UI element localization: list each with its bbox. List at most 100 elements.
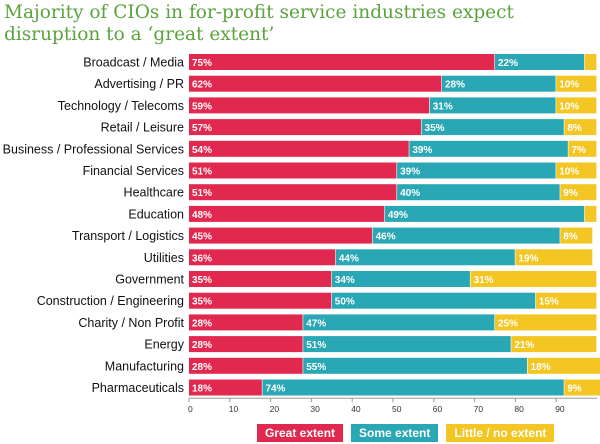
bar-little-no-extent xyxy=(560,184,597,201)
bar-some-extent xyxy=(429,97,556,114)
chart-title: Majority of CIOs in for-profit service i… xyxy=(4,2,514,45)
bar-little-no-extent xyxy=(584,54,597,70)
data-label: 31% xyxy=(474,275,494,286)
category-label: Manufacturing xyxy=(105,359,184,373)
data-label: 18% xyxy=(531,362,551,373)
bar-some-extent xyxy=(397,162,556,179)
x-tick-label: 0 xyxy=(188,404,193,414)
x-tick-label: 20 xyxy=(270,404,280,414)
data-label: 18% xyxy=(192,384,212,395)
category-label: Charity / Non Profit xyxy=(78,316,184,330)
data-label: 51% xyxy=(192,167,212,178)
bar-some-extent xyxy=(397,184,560,201)
bar-great-extent xyxy=(189,54,495,70)
x-tick-label: 60 xyxy=(433,404,443,414)
bar-little-no-extent xyxy=(535,292,597,309)
data-label: 49% xyxy=(388,210,408,221)
category-label: Advertising / PR xyxy=(94,77,184,91)
data-label: 10% xyxy=(559,101,579,112)
bar-some-extent xyxy=(331,271,470,287)
data-label: 54% xyxy=(192,145,212,156)
data-label: 8% xyxy=(567,123,582,134)
data-label: 35% xyxy=(192,275,212,286)
bar-little-no-extent xyxy=(527,357,600,374)
bar-little-no-extent xyxy=(564,119,597,136)
data-label: 10% xyxy=(559,80,579,91)
legend-some-extent: Some extent xyxy=(351,424,439,442)
bar-great-extent xyxy=(189,314,303,331)
data-label: 34% xyxy=(335,275,355,286)
bar-some-extent xyxy=(495,54,585,70)
bar-great-extent xyxy=(189,379,262,396)
data-label: 46% xyxy=(376,232,396,243)
data-label: 9% xyxy=(567,384,582,395)
data-label: 36% xyxy=(192,253,212,264)
bar-some-extent xyxy=(331,292,536,309)
data-label: 35% xyxy=(192,297,212,308)
bar-some-extent xyxy=(441,75,556,92)
x-tick-label: 10 xyxy=(229,404,239,414)
bar-great-extent xyxy=(189,140,409,157)
bar-little-no-extent xyxy=(584,205,597,222)
category-label: Broadcast / Media xyxy=(83,56,184,70)
bar-some-extent xyxy=(372,227,560,244)
data-label: 19% xyxy=(518,253,538,264)
data-label: 59% xyxy=(192,101,212,112)
category-label: Government xyxy=(115,273,184,287)
legend-great-extent: Great extent xyxy=(257,424,344,442)
bar-great-extent xyxy=(189,271,332,287)
data-label: 51% xyxy=(306,340,326,351)
bar-little-no-extent xyxy=(556,162,597,179)
category-label: Business / Professional Services xyxy=(3,142,184,156)
x-tick-label: 30 xyxy=(310,404,320,414)
data-label: 7% xyxy=(571,145,586,156)
x-tick-label: 80 xyxy=(514,404,524,414)
x-tick-label: 90 xyxy=(555,404,565,414)
bar-little-no-extent xyxy=(495,314,597,331)
bar-little-no-extent xyxy=(511,336,597,353)
bar-little-no-extent xyxy=(568,140,597,157)
bar-great-extent xyxy=(189,227,372,244)
data-label: 31% xyxy=(433,101,453,112)
category-label: Technology / Telecoms xyxy=(58,99,184,113)
data-label: 28% xyxy=(192,362,212,373)
data-label: 39% xyxy=(400,167,420,178)
legend: Great extent Some extent Little / no ext… xyxy=(257,424,555,442)
data-label: 8% xyxy=(563,232,578,243)
bar-great-extent xyxy=(189,336,303,353)
legend-little-no-extent: Little / no extent xyxy=(446,424,555,442)
data-label: 10% xyxy=(559,167,579,178)
category-label: Transport / Logistics xyxy=(72,229,184,243)
bar-some-extent xyxy=(335,249,515,266)
bar-great-extent xyxy=(189,162,397,179)
bar-great-extent xyxy=(189,119,421,136)
data-label: 39% xyxy=(412,145,432,156)
data-label: 55% xyxy=(306,362,326,373)
category-label: Education xyxy=(128,207,184,221)
bar-some-extent xyxy=(384,205,585,222)
bar-little-no-extent xyxy=(556,97,597,114)
x-tick-label: 40 xyxy=(351,404,361,414)
bar-little-no-extent xyxy=(470,271,597,287)
data-label: 21% xyxy=(514,340,534,351)
bar-little-no-extent xyxy=(564,379,600,396)
category-label: Construction / Engineering xyxy=(37,294,184,308)
bar-some-extent xyxy=(262,379,564,396)
category-label: Healthcare xyxy=(124,186,184,200)
bar-great-extent xyxy=(189,292,332,309)
bar-little-no-extent xyxy=(515,249,593,266)
data-label: 47% xyxy=(306,318,326,329)
bar-little-no-extent xyxy=(560,227,593,244)
bar-some-extent xyxy=(421,119,564,136)
category-label: Utilities xyxy=(144,251,184,265)
data-label: 74% xyxy=(265,384,285,395)
data-label: 15% xyxy=(539,297,559,308)
data-label: 25% xyxy=(498,318,518,329)
bar-some-extent xyxy=(303,314,495,331)
data-label: 28% xyxy=(192,340,212,351)
x-tick-label: 50 xyxy=(392,404,402,414)
category-label: Energy xyxy=(144,338,184,352)
bar-great-extent xyxy=(189,75,442,92)
bar-some-extent xyxy=(303,336,511,353)
